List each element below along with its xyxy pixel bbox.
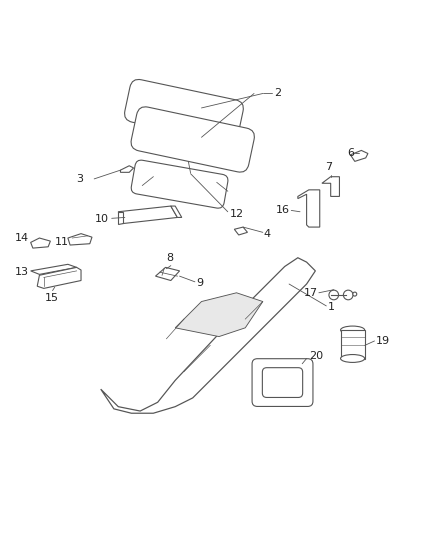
- Polygon shape: [37, 268, 81, 288]
- Polygon shape: [350, 150, 368, 161]
- Polygon shape: [171, 206, 182, 217]
- FancyBboxPatch shape: [341, 330, 365, 359]
- Text: 8: 8: [166, 253, 173, 263]
- FancyBboxPatch shape: [124, 79, 244, 143]
- Text: 4: 4: [264, 229, 271, 239]
- Text: 14: 14: [14, 233, 28, 243]
- Polygon shape: [31, 264, 77, 274]
- Ellipse shape: [341, 326, 364, 334]
- FancyBboxPatch shape: [262, 368, 303, 398]
- Polygon shape: [322, 177, 339, 197]
- Text: 6: 6: [347, 149, 354, 158]
- Polygon shape: [298, 190, 320, 227]
- Polygon shape: [120, 166, 134, 172]
- FancyBboxPatch shape: [131, 107, 254, 172]
- Text: 11: 11: [55, 237, 69, 247]
- Text: 17: 17: [304, 288, 318, 298]
- Ellipse shape: [329, 290, 339, 300]
- Polygon shape: [175, 293, 263, 336]
- Text: 15: 15: [45, 293, 59, 303]
- Text: 9: 9: [196, 278, 203, 288]
- FancyBboxPatch shape: [252, 359, 313, 407]
- Polygon shape: [31, 238, 50, 248]
- Polygon shape: [155, 268, 180, 280]
- Text: 2: 2: [274, 88, 281, 99]
- Polygon shape: [101, 258, 315, 413]
- FancyBboxPatch shape: [131, 160, 228, 208]
- Text: 1: 1: [328, 302, 335, 312]
- Text: 10: 10: [95, 214, 109, 224]
- Text: 12: 12: [230, 209, 244, 219]
- Polygon shape: [118, 212, 123, 223]
- Text: 16: 16: [276, 205, 290, 215]
- Text: 13: 13: [14, 267, 28, 277]
- Text: 7: 7: [325, 163, 332, 172]
- Text: 3: 3: [76, 174, 83, 184]
- Polygon shape: [234, 227, 247, 235]
- Text: 19: 19: [375, 336, 389, 346]
- Text: 20: 20: [309, 351, 323, 361]
- Ellipse shape: [353, 292, 357, 296]
- Polygon shape: [68, 233, 92, 245]
- Polygon shape: [118, 206, 177, 223]
- Ellipse shape: [341, 354, 364, 362]
- Ellipse shape: [343, 290, 353, 300]
